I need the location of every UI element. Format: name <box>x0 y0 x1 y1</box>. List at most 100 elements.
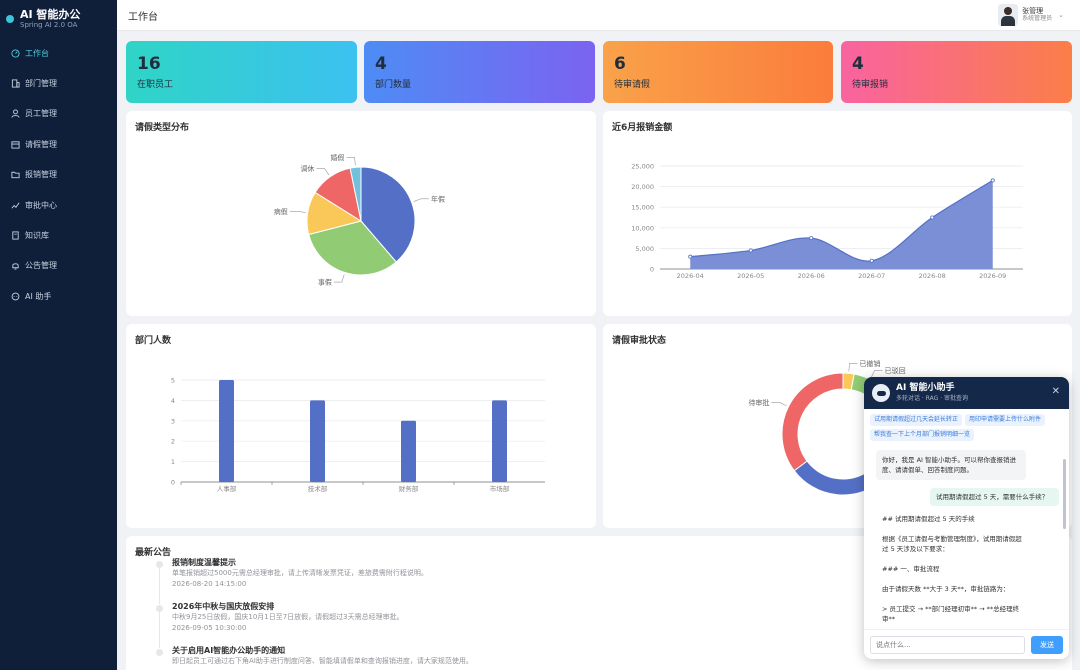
sidebar-item-departments[interactable]: 部门管理 <box>0 68 117 98</box>
sidebar-item-ai-assistant[interactable]: AI 助手 <box>0 281 117 311</box>
stat-card-pending-expense: 4 待审报销 <box>841 41 1072 103</box>
chat-input[interactable] <box>870 635 1025 654</box>
donut-label-line <box>848 363 858 372</box>
donut-label: 已驳回 <box>885 367 906 375</box>
pie-label-line <box>413 198 430 202</box>
user-icon <box>10 109 20 119</box>
donut-slice <box>781 372 844 472</box>
bar <box>310 400 325 482</box>
sidebar-item-label: 公告管理 <box>25 261 57 271</box>
notice-title: 关于启用AI智能办公助手的通知 <box>172 646 286 655</box>
y-tick-label: 0 <box>171 479 175 487</box>
sidebar-item-leave[interactable]: 请假管理 <box>0 129 117 159</box>
y-tick-label: 25,000 <box>631 163 654 171</box>
panel-title: 部门人数 <box>135 336 172 346</box>
stat-value: 4 <box>852 54 864 74</box>
sidebar-item-dashboard[interactable]: 工作台 <box>0 38 117 68</box>
data-point <box>990 178 995 183</box>
x-tick-label: 2026-05 <box>737 272 764 280</box>
chat-subtitle: 多轮对话 · RAG · 审批查询 <box>896 395 969 402</box>
notice-timeline: 报销制度温馨提示 单笔报销超过5000元需总经理审批，请上传清晰发票凭证，差旅费… <box>156 558 473 670</box>
brand: AI 智能办公 Spring AI 2.0 OA <box>0 0 117 38</box>
stat-card-departments: 4 部门数量 <box>364 41 595 103</box>
close-icon[interactable]: ✕ <box>1051 386 1060 397</box>
department-bar-chart: 0 1 2 3 4 5 人事部 技术部 财务部 市场部 <box>171 377 545 493</box>
data-point <box>809 236 814 241</box>
x-tick-label: 2026-04 <box>677 272 704 280</box>
data-point <box>869 258 874 263</box>
bell-icon <box>10 261 20 271</box>
chat-messages[interactable]: 你好，我是 AI 智能小助手。可以帮你查报销进度、请请假单、回答制度问题。 试用… <box>864 445 1069 628</box>
notice-item[interactable]: 2026年中秋与国庆放假安排 中秋9月25日放假，国庆10月1日至7日放假，请假… <box>156 602 473 648</box>
chat-header: AI 智能小助手 多轮对话 · RAG · 审批查询 ✕ <box>864 377 1069 409</box>
quick-question-chip[interactable]: 试用期请假超过几天会延长转正 <box>870 414 963 426</box>
y-tick-label: 20,000 <box>631 183 654 191</box>
x-tick-label: 2026-07 <box>858 272 885 280</box>
leave-type-panel: 年假 事假 病假 调休 婚假 请假类型分布 <box>126 111 596 316</box>
user-menu[interactable]: 张管理 系统管理员 ⌄ <box>998 4 1064 26</box>
top-header: 工作台 张管理 系统管理员 ⌄ <box>117 0 1080 31</box>
sidebar-item-employees[interactable]: 员工管理 <box>0 99 117 129</box>
sidebar-item-notices[interactable]: 公告管理 <box>0 251 117 281</box>
chat-icon <box>10 291 20 301</box>
sidebar-menu: 工作台 部门管理 员工管理 请假管理 报销管理 审批中心 知识库 公告管理 <box>0 38 117 312</box>
donut-label: 待审批 <box>748 398 769 407</box>
quick-questions: 试用期请假超过几天会延长转正 用印申请需要上传什么附件 帮我查一下上个月部门报销… <box>864 409 1069 441</box>
pie-label: 病假 <box>274 207 288 216</box>
user-message: 试用期请假超过 5 天，需要什么手续？ <box>930 488 1059 506</box>
area-fill <box>690 180 993 269</box>
sidebar-item-label: 报销管理 <box>25 170 57 180</box>
chat-title: AI 智能小助手 <box>896 383 955 393</box>
stat-value: 6 <box>614 54 626 74</box>
stat-card-pending-leave: 6 待审请假 <box>603 41 833 103</box>
sidebar-item-label: 请假管理 <box>25 139 57 149</box>
sidebar-item-label: AI 助手 <box>25 291 52 301</box>
quick-question-chip[interactable]: 用印申请需要上传什么附件 <box>965 414 1046 426</box>
robot-icon <box>872 384 890 402</box>
notice-body: 中秋9月25日放假，国庆10月1日至7日放假，请假超过3天需总经理审批。 <box>172 613 404 621</box>
brand-title: AI 智能办公 <box>20 7 81 21</box>
y-tick-label: 4 <box>171 397 175 405</box>
panel-title: 请假审批状态 <box>612 336 667 346</box>
stat-value: 16 <box>137 54 161 74</box>
notice-item[interactable]: 关于启用AI智能办公助手的通知 即日起员工可通过右下角AI助手进行制度问答、智能… <box>156 646 473 670</box>
chevron-down-icon: ⌄ <box>1058 11 1064 19</box>
y-tick-label: 15,000 <box>631 204 654 212</box>
sidebar-item-knowledge[interactable]: 知识库 <box>0 220 117 250</box>
pie-label-line <box>316 168 330 176</box>
building-icon <box>10 79 20 89</box>
donut-label-line <box>870 370 883 378</box>
panel-title: 近6月报销金额 <box>612 123 673 133</box>
data-point <box>688 254 693 259</box>
book-icon <box>10 231 20 241</box>
y-tick-label: 3 <box>171 417 175 425</box>
x-tick-label: 财务部 <box>399 484 419 493</box>
stat-label: 待审报销 <box>852 80 889 90</box>
chat-scrollbar[interactable] <box>1063 459 1066 529</box>
sidebar-item-label: 部门管理 <box>25 79 57 89</box>
sidebar-item-label: 员工管理 <box>25 109 57 119</box>
pie-label-line <box>333 274 345 283</box>
stat-card-employees: 16 在职员工 <box>126 41 357 103</box>
quick-question-chip[interactable]: 帮我查一下上个月部门报销明细一览 <box>870 429 975 441</box>
x-tick-label: 2026-09 <box>979 272 1006 280</box>
notice-item[interactable]: 报销制度温馨提示 单笔报销超过5000元需总经理审批，请上传清晰发票凭证，差旅费… <box>156 558 473 604</box>
notice-title: 报销制度温馨提示 <box>172 558 236 567</box>
y-tick-label: 5 <box>171 377 175 385</box>
pie-slice <box>360 166 416 263</box>
expense-area-chart: 0 5,000 10,000 15,000 20,000 25,000 2026-04 202… <box>631 163 1023 280</box>
user-name: 张管理 <box>1022 7 1044 15</box>
folder-icon <box>10 170 20 180</box>
donut-label: 已撤销 <box>860 359 881 368</box>
send-button[interactable]: 发送 <box>1031 635 1063 654</box>
notice-date: 2026-08-20 14:15:00 <box>172 580 247 588</box>
sidebar-item-approval[interactable]: 审批中心 <box>0 190 117 220</box>
chat-input-bar: 发送 <box>864 629 1069 659</box>
bot-message: ## 试用期请假超过 5 天的手续 根据《员工请假与考勤管理制度》，试用期请假超… <box>882 515 1022 623</box>
page-title: 工作台 <box>128 11 158 23</box>
pie-slice <box>349 166 362 222</box>
notice-date: 2026-09-05 10:30:00 <box>172 624 247 632</box>
x-tick-label: 人事部 <box>217 484 237 493</box>
sidebar-item-expense[interactable]: 报销管理 <box>0 160 117 190</box>
